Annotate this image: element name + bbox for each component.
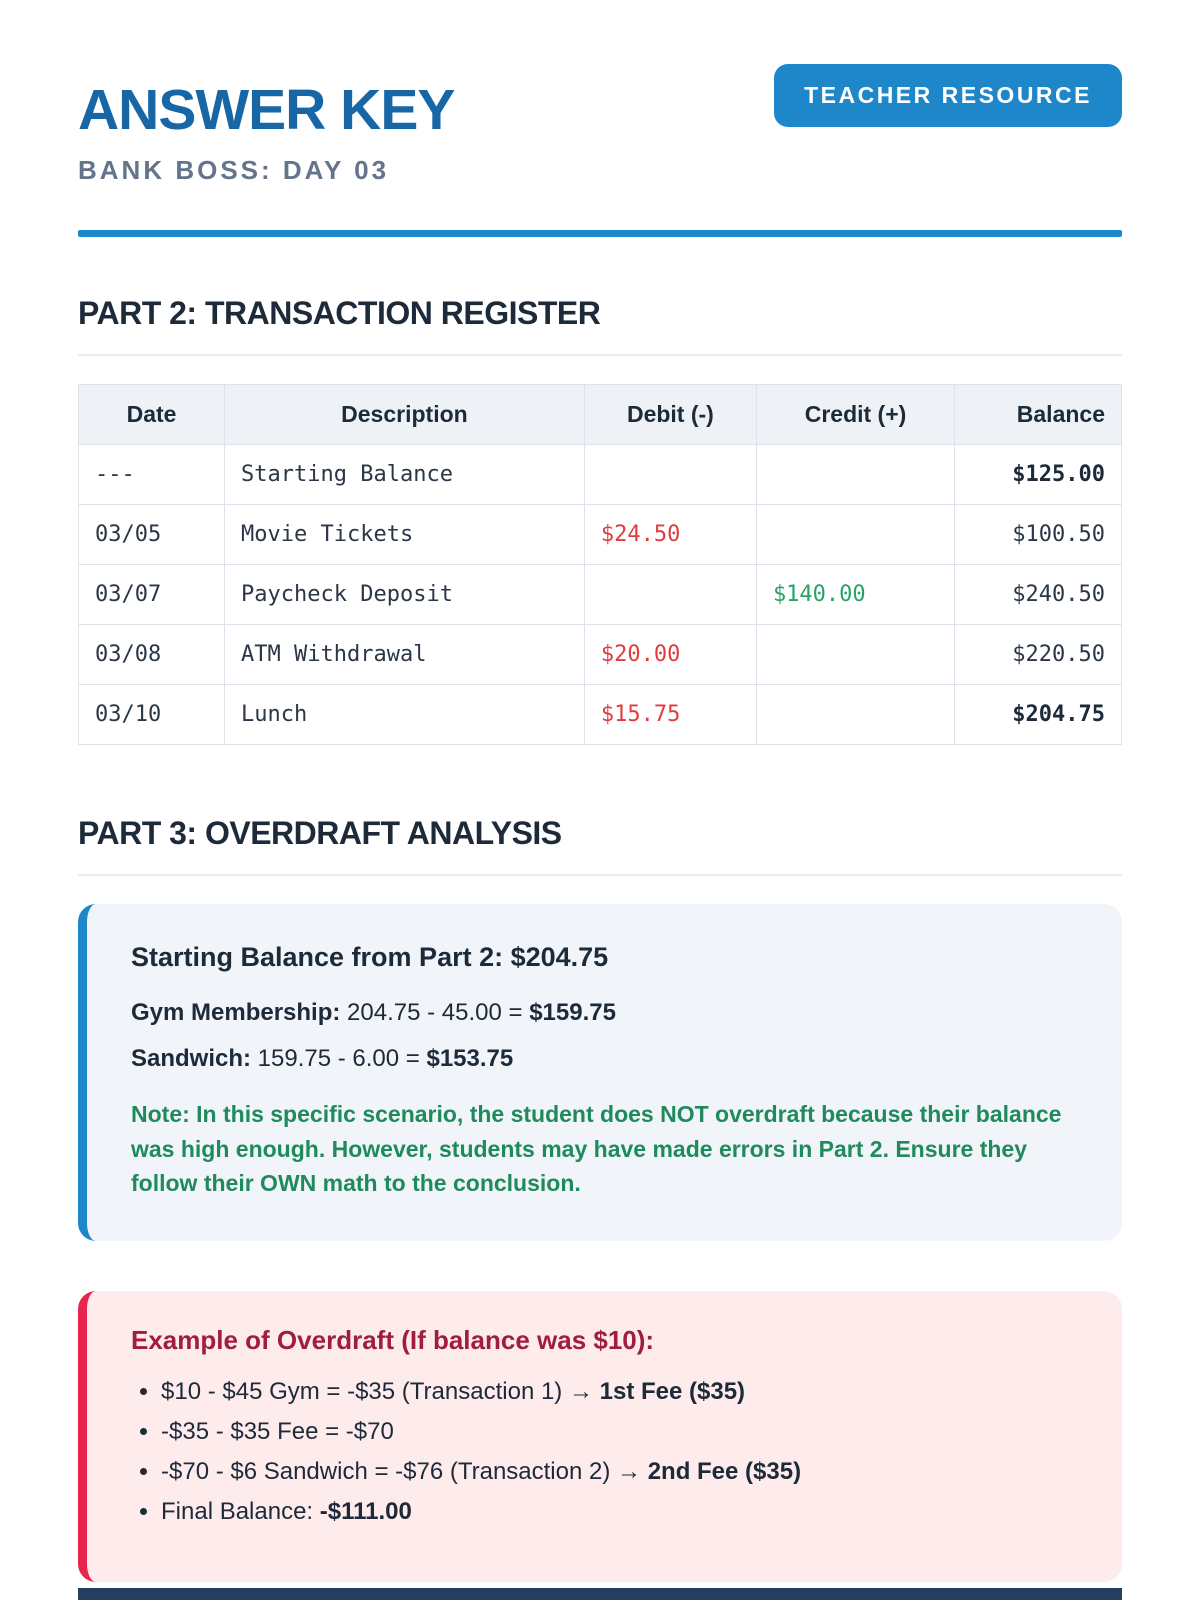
example-heading: Example of Overdraft (If balance was $10… [131,1324,655,1355]
part3-section: PART 3: OVERDRAFT ANALYSIS Starting Bala… [78,815,1122,1582]
part3-heading: PART 3: OVERDRAFT ANALYSIS [78,815,1122,876]
example-bullet: $10 - $45 Gym = -$35 (Transaction 1) → 1… [161,1378,1078,1406]
table-row: --- Starting Balance $125.00 [77,444,1122,505]
description-cell: Paycheck Deposit [224,564,585,625]
bullet-bold-part: -$111.00 [319,1497,412,1525]
column-header: Date [77,384,226,445]
table-row: 03/07 Paycheck Deposit $140.00 $240.50 [77,564,1122,625]
column-header: Credit (+) [755,384,956,445]
bullet-bold-part: 1st Fee ($35) [599,1377,746,1405]
header-divider [78,230,1122,237]
table-row: 03/05 Movie Tickets $24.50 $100.50 [77,504,1122,565]
overdraft-example-box: Example of Overdraft (If balance was $10… [78,1290,1122,1582]
bullet-bold-part: 2nd Fee ($35) [647,1457,802,1485]
title-block: ANSWER KEY BANK BOSS: DAY 03 [78,64,455,186]
calc-label: Gym Membership: [131,999,341,1026]
balance-cell: $100.50 [954,504,1122,565]
date-cell: 03/10 [77,684,226,745]
balance-cell: $220.50 [954,624,1122,685]
date-cell: 03/05 [77,504,226,565]
balance-cell: $204.75 [954,684,1122,745]
calc-label: Sandwich: [131,1045,252,1072]
column-header: Description [224,384,585,445]
date-cell: 03/07 [77,564,226,625]
credit-cell [755,504,956,565]
balance-cell: $240.50 [954,564,1122,625]
column-header: Debit (-) [583,384,757,445]
table-row: 03/08 ATM Withdrawal $20.00 $220.50 [77,624,1122,685]
teacher-resource-badge: TEACHER RESOURCE [774,64,1122,127]
table-row: 03/10 Lunch $15.75 $204.75 [77,684,1122,745]
starting-balance-line: Starting Balance from Part 2: $204.75 [131,942,609,972]
overdraft-analysis-box: Starting Balance from Part 2: $204.75 Gy… [78,904,1122,1241]
calc-result: $159.75 [529,999,616,1026]
part2-heading: PART 2: TRANSACTION REGISTER [78,295,1122,356]
page-title: ANSWER KEY [78,78,455,142]
date-cell: --- [77,444,226,505]
column-header: Balance [954,384,1122,445]
worksheet-subtitle: BANK BOSS: DAY 03 [78,155,390,185]
description-cell: Movie Tickets [224,504,585,565]
credit-cell [755,444,956,505]
transaction-table-body: --- Starting Balance $125.00 03/05 Movie Tic… [77,444,1122,745]
credit-cell [755,684,956,745]
transaction-register-table: Date Description Debit (-) Credit (+) Balanc… [77,384,1122,745]
date-cell: 03/08 [77,624,226,685]
debit-cell: $24.50 [583,504,757,565]
header: ANSWER KEY BANK BOSS: DAY 03 TEACHER RES… [78,64,1122,186]
credit-cell [755,624,956,685]
debit-cell: $15.75 [583,684,757,745]
debit-cell [583,564,757,625]
debit-cell: $20.00 [583,624,757,685]
balance-cell: $125.00 [954,444,1122,505]
part2-section: PART 2: TRANSACTION REGISTER Date Descrip… [77,295,1122,745]
calc-result: $153.75 [426,1045,514,1072]
table-header-row: Date Description Debit (-) Credit (+) Balanc… [77,384,1122,445]
calculation-lines: Gym Membership: 204.75 - 45.00 = $159.75… [131,999,1078,1073]
example-bullet-list: $10 - $45 Gym = -$35 (Transaction 1) → 1… [131,1378,1078,1526]
teacher-note: Note: In this specific scenario, the stu… [131,1101,1062,1196]
description-cell: ATM Withdrawal [224,624,585,685]
description-cell: Starting Balance [224,444,585,505]
footer-bar [78,1588,1122,1600]
example-bullet: Final Balance: -$111.00 [161,1498,1078,1526]
example-bullet: -$70 - $6 Sandwich = -$76 (Transaction 2… [161,1458,1078,1486]
example-bullet: -$35 - $35 Fee = -$70 [161,1418,1078,1446]
calculation-line: Gym Membership: 204.75 - 45.00 = $159.75 [131,999,616,1026]
credit-cell: $140.00 [755,564,956,625]
calculation-line: Sandwich: 159.75 - 6.00 = $153.75 [131,1045,514,1072]
description-cell: Lunch [224,684,585,745]
debit-cell [583,444,757,505]
